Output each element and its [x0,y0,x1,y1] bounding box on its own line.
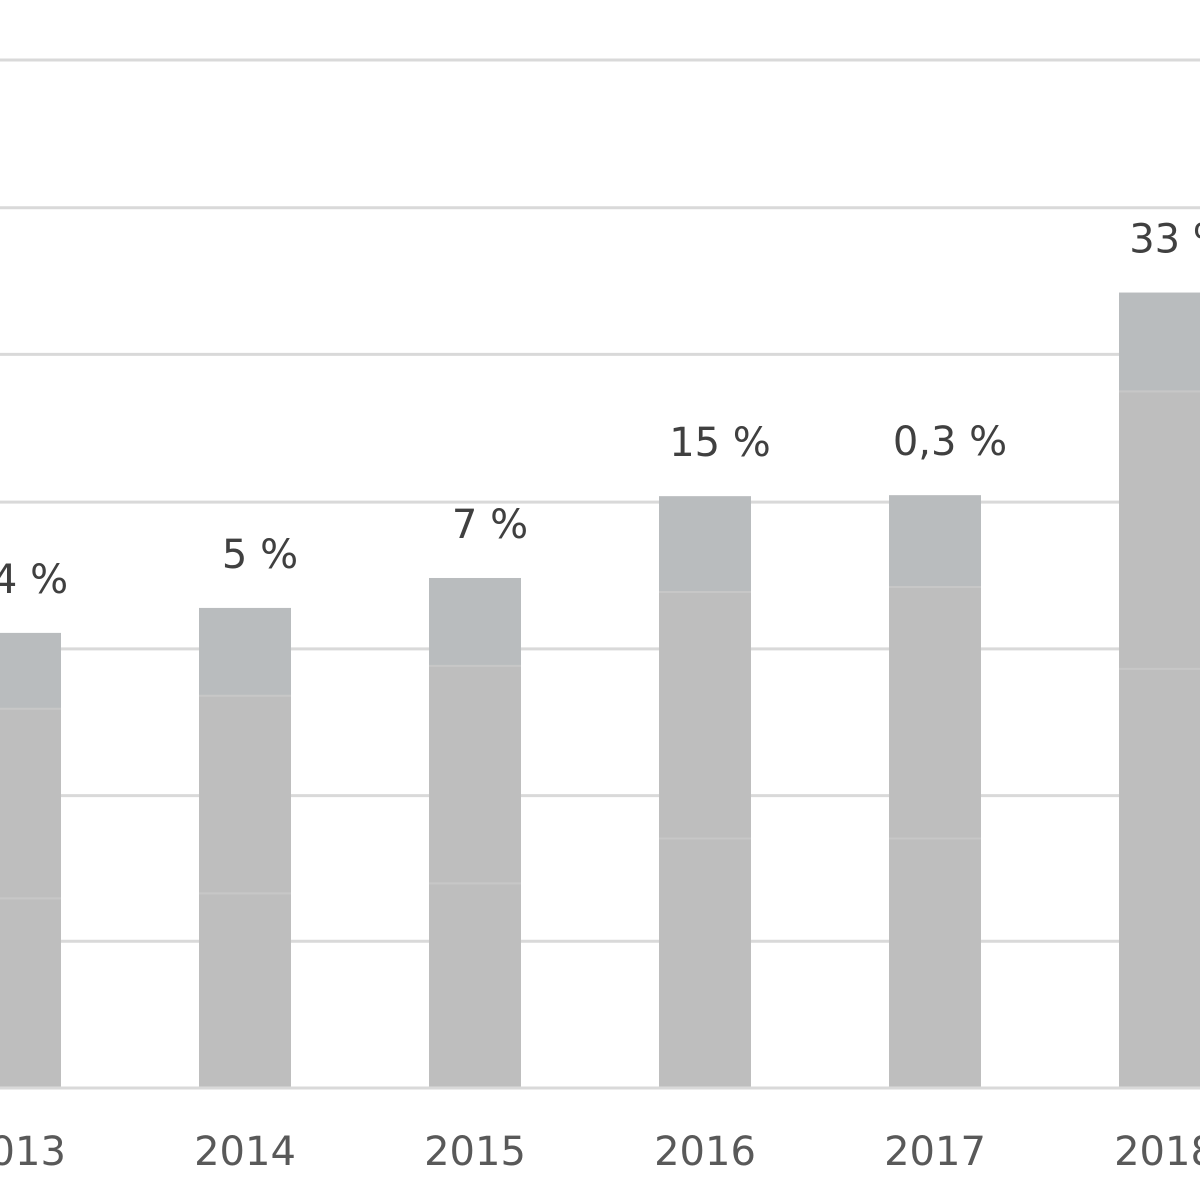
bar-segment-2017-1 [889,838,981,1088]
x-tick-labels: 2013 2014 2015 2016 2017 2018 [0,1129,1200,1175]
data-labels: 4 % 5 % 7 % 15 % 0,3 % 33 % [0,217,1200,603]
bar-segment-2018-3 [1119,292,1200,392]
x-tick-label-2016: 2016 [654,1129,756,1175]
bar-segment-2018-1 [1119,668,1200,1088]
data-label-2014: 5 % [222,532,298,578]
data-label-2017: 0,3 % [893,419,1007,465]
x-tick-label-2013: 2013 [0,1129,66,1175]
bar-segment-2013-2 [0,708,61,899]
bars [0,292,1200,1088]
bar-segment-2018-2 [1119,391,1200,669]
bar-segment-2013-1 [0,898,61,1088]
y-gridlines [0,58,1200,943]
x-tick-label-2018: 2018 [1114,1129,1200,1175]
bar-segment-2014-2 [199,695,291,894]
data-label-2016: 15 % [669,420,771,466]
bar-segment-2015-2 [429,665,521,884]
x-tick-label-2017: 2017 [884,1129,986,1175]
data-label-2013: 4 % [0,557,68,603]
bar-2016 [659,496,751,1088]
bar-segment-2016-3 [659,496,751,592]
bar-segment-2014-1 [199,893,291,1088]
bar-2015 [429,577,521,1088]
x-tick-label-2014: 2014 [194,1129,296,1175]
data-label-2018: 33 % [1129,217,1200,263]
x-tick-label-2015: 2015 [424,1129,526,1175]
bar-segment-2013-3 [0,632,61,709]
data-label-2015: 7 % [452,502,528,548]
bar-2014 [199,607,291,1088]
bar-segment-2015-1 [429,883,521,1088]
bar-segment-2014-3 [199,607,291,696]
bar-segment-2017-2 [889,586,981,839]
bar-segment-2016-1 [659,838,751,1088]
bar-2017 [889,495,981,1088]
bar-2013 [0,632,61,1088]
bar-segment-2016-2 [659,591,751,839]
bar-segment-2015-3 [429,577,521,666]
bar-segment-2017-3 [889,495,981,587]
bar-2018 [1119,292,1200,1088]
